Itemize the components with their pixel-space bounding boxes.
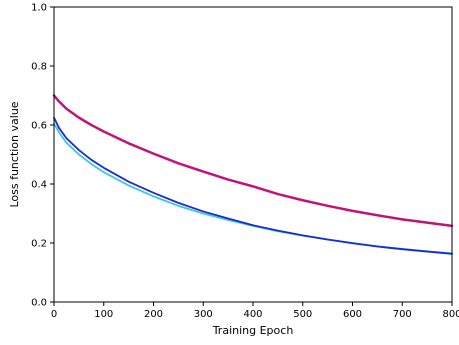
plot-frame — [53, 6, 453, 303]
y-tick-label: 0.4 — [31, 180, 47, 191]
series-line-1 — [52, 94, 454, 228]
y-tick-label: 0.8 — [31, 62, 47, 73]
y-axis: 0.0 0.2 0.4 0.6 0.8 1.0 — [31, 3, 54, 309]
y-tick-label: 1.0 — [31, 3, 47, 14]
x-axis: 0 100 200 300 400 500 600 700 800 — [51, 302, 459, 320]
x-axis-title: Training Epoch — [212, 324, 294, 337]
series-line-2 — [53, 122, 453, 255]
x-tick-label: 300 — [194, 309, 213, 320]
plot-area — [52, 6, 454, 303]
x-tick-label: 200 — [144, 309, 163, 320]
x-tick-label: 0 — [51, 309, 57, 320]
y-axis-title: Loss function value — [8, 101, 21, 207]
x-tick-label: 800 — [442, 309, 459, 320]
x-tick-label: 100 — [94, 309, 113, 320]
x-tick-label: 500 — [293, 309, 312, 320]
x-tick-label: 700 — [393, 309, 412, 320]
series-line-3 — [53, 116, 453, 255]
y-tick-label: 0.0 — [31, 298, 47, 309]
series-layer — [52, 94, 454, 255]
x-tick-label: 600 — [343, 309, 362, 320]
x-tick-label: 400 — [243, 309, 262, 320]
y-tick-label: 0.2 — [31, 239, 47, 250]
y-tick-label: 0.6 — [31, 121, 47, 132]
